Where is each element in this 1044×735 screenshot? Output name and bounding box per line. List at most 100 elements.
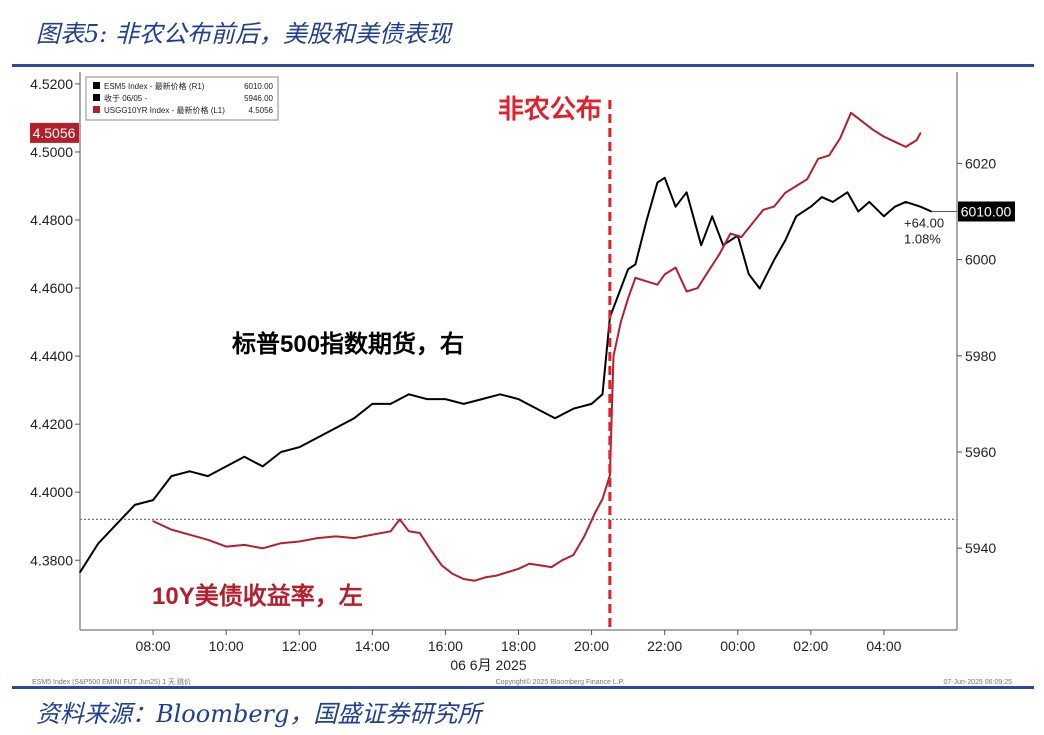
change-percent: 1.08% (904, 232, 941, 247)
us10y-point (316, 537, 319, 539)
sp500-point (261, 465, 264, 468)
us10y-point (718, 253, 721, 255)
bottom-rule (12, 686, 1034, 689)
us10y-point (170, 528, 173, 531)
left-tick-label: 4.4600 (30, 280, 73, 296)
annotations: 4.5056 6010.00 +64.001.08% (30, 122, 1015, 247)
us10y-point (408, 530, 410, 533)
sp500-point (821, 196, 823, 198)
left-tick-label: 4.4000 (30, 484, 73, 500)
us10y-point (451, 573, 454, 575)
right-tick-label: 6020 (965, 155, 996, 171)
left-tick-label: 4.4800 (30, 212, 73, 228)
us10y-point (839, 137, 841, 140)
sp500-point (316, 436, 319, 439)
us10y-point (473, 579, 476, 582)
us10y-point (495, 574, 498, 577)
sp500-point (846, 191, 849, 194)
sp500-series-label: 标普500指数期货，右 (232, 330, 464, 358)
us10y-point (919, 132, 922, 134)
sp500-point (700, 244, 702, 246)
us10y-point (539, 564, 542, 567)
left-tick-label: 4.5200 (30, 76, 73, 92)
x-axis-label: 06 6月 2025 (450, 657, 526, 673)
us10y-point (441, 564, 443, 567)
us10y-point (861, 120, 863, 123)
legend-item-value: 4.5056 (249, 106, 274, 115)
us10y-point (762, 209, 765, 211)
us10y-point (817, 158, 819, 160)
sp500-point (905, 201, 907, 203)
us10y-point (398, 518, 401, 521)
sp500-point (711, 215, 713, 218)
us10y-point (207, 539, 209, 541)
sp500-point (389, 403, 392, 405)
left-tick-label: 4.5000 (30, 144, 73, 160)
last-price-badge (958, 201, 1015, 222)
us10y-point (280, 542, 282, 544)
x-tick-label: 20:00 (574, 638, 609, 654)
legend-item-name: 收于 06/05 - (104, 93, 147, 103)
footer-right-text: 07-Jun-2025 06:09:25 (944, 679, 1013, 686)
legend-item-name: USGG10YR Index - 最新价格 (L1) (104, 105, 225, 115)
us10y-point (916, 139, 918, 141)
plot-background (80, 72, 957, 630)
left-axis: 4.3800 4.4000 4.4200 4.4400 4.4600 4.4800 4.50… (30, 76, 80, 568)
us10y-point (188, 533, 191, 536)
last-yield-value: 4.5056 (33, 125, 76, 141)
us10y-point (225, 545, 227, 548)
sp500-point (663, 177, 666, 179)
last-price-value: 6010.00 (961, 204, 1012, 220)
us10y-point (645, 280, 648, 283)
figure-title: 图表5: 非农公布前后，美股和美债表现 (36, 20, 451, 48)
us10y-point (685, 290, 688, 293)
source-note: 资料来源：Bloomberg，国盛证券研究所 (36, 700, 482, 728)
legend-swatch (93, 94, 100, 101)
sp500-point (656, 181, 659, 184)
right-tick-label: 5960 (965, 444, 996, 460)
us10y-point (572, 554, 575, 556)
sp500-point (572, 407, 575, 410)
sp500-point (280, 451, 282, 453)
sp500-point (620, 287, 622, 290)
us10y-point (674, 266, 677, 269)
x-tick-label: 12:00 (282, 638, 317, 654)
us10y-point (353, 537, 355, 539)
x-tick-label: 16:00 (428, 638, 463, 654)
sp500-point (747, 273, 750, 275)
legend-item-value: 6010.00 (244, 82, 273, 91)
us10y-point (550, 566, 553, 568)
right-tick-label: 5980 (965, 348, 996, 364)
sp500-point (517, 398, 520, 400)
sp500-point (883, 215, 885, 218)
us10y-point (707, 270, 710, 272)
x-tick-label: 18:00 (501, 638, 536, 654)
us10y-point (609, 474, 611, 477)
us10y-point (773, 205, 776, 208)
left-tick-label: 4.4200 (30, 416, 73, 432)
sp500-point (590, 403, 593, 405)
us10y-point (656, 283, 659, 286)
sp500-point (536, 407, 538, 410)
us10y-point (620, 321, 622, 323)
us10y-point (729, 232, 732, 235)
us10y-point (528, 562, 531, 565)
nfp-release-label: 非农公布 (498, 94, 602, 124)
left-tick-label: 4.4400 (30, 348, 73, 364)
sp500-point (408, 393, 410, 396)
sp500-point (674, 205, 677, 208)
x-tick-label: 14:00 (355, 638, 390, 654)
sp500-point (810, 205, 812, 208)
sp500-point (134, 504, 136, 506)
us10y-series-label: 10Y美债收益率，左 (152, 582, 363, 610)
x-tick-label: 08:00 (136, 638, 171, 654)
last-yield-badge (30, 122, 79, 143)
x-tick-label: 10:00 (209, 638, 244, 654)
legend-swatch (93, 106, 100, 113)
us10y-point (462, 578, 465, 580)
sp500-point (499, 393, 502, 396)
sp500-point (426, 398, 428, 400)
sp500-point (481, 398, 483, 400)
sp500-point (919, 205, 922, 208)
top-rule (12, 64, 1034, 67)
